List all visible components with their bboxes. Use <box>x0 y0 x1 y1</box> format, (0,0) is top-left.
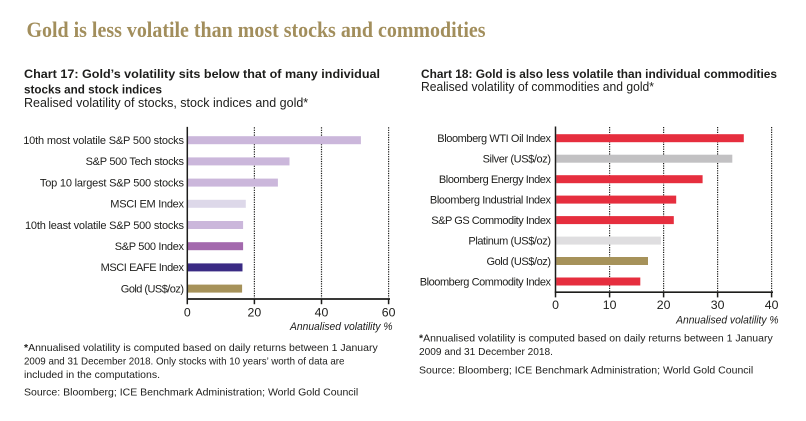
svg-text:MSCI EM Index: MSCI EM Index <box>110 199 184 211</box>
svg-text:2009 and 31 December 2018.: 2009 and 31 December 2018. <box>419 346 553 358</box>
svg-text:0: 0 <box>184 305 191 319</box>
svg-text:40: 40 <box>315 305 329 319</box>
svg-text:30: 30 <box>711 298 725 312</box>
svg-text:60: 60 <box>382 305 396 319</box>
svg-text:Silver (US$/oz): Silver (US$/oz) <box>483 154 551 166</box>
svg-text:included in the computations.: included in the computations. <box>24 369 160 381</box>
svg-text:S&P GS Commodity Index: S&P GS Commodity Index <box>431 215 551 227</box>
svg-text:MSCI EAFE Index: MSCI EAFE Index <box>101 262 185 274</box>
svg-text:Bloomberg WTI Oil Index: Bloomberg WTI Oil Index <box>437 133 551 145</box>
svg-text:Gold is less volatile than mos: Gold is less volatile than most stocks a… <box>27 17 486 42</box>
svg-text:*Annualised volatility is comp: *Annualised volatility is computed based… <box>419 333 773 345</box>
svg-text:S&P 500 Index: S&P 500 Index <box>115 241 185 253</box>
svg-text:stocks and stock indices: stocks and stock indices <box>24 82 162 96</box>
svg-text:0: 0 <box>552 298 559 312</box>
svg-text:S&P 500 Tech stocks: S&P 500 Tech stocks <box>86 156 185 168</box>
svg-text:Platinum (US$/oz): Platinum (US$/oz) <box>468 235 551 247</box>
svg-text:Gold (US$/oz): Gold (US$/oz) <box>487 256 552 268</box>
svg-text:Bloomberg Commodity Index: Bloomberg Commodity Index <box>420 276 552 288</box>
svg-text:*Annualised volatility is comp: *Annualised volatility is computed based… <box>24 342 378 354</box>
svg-text:Chart 17: Gold’s volatility si: Chart 17: Gold’s volatility sits below t… <box>24 67 380 81</box>
svg-text:20: 20 <box>657 298 671 312</box>
svg-text:Realised volatility of commodi: Realised volatility of commodities and g… <box>421 80 654 94</box>
svg-text:10: 10 <box>603 298 617 312</box>
svg-text:Annualised volatility %: Annualised volatility % <box>675 315 778 327</box>
svg-text:Gold (US$/oz): Gold (US$/oz) <box>121 283 184 295</box>
svg-text:Source: Bloomberg; ICE Benchma: Source: Bloomberg; ICE Benchmark Adminis… <box>419 364 753 376</box>
svg-text:Top 10 largest S&P 500 stocks: Top 10 largest S&P 500 stocks <box>40 177 185 189</box>
svg-text:Source: Bloomberg; ICE Benchma: Source: Bloomberg; ICE Benchmark Adminis… <box>24 386 358 398</box>
svg-text:2009 and 31 December 2018. Onl: 2009 and 31 December 2018. Only stocks w… <box>24 356 345 368</box>
svg-text:Realised volatility of stocks,: Realised volatility of stocks, stock ind… <box>24 96 308 110</box>
svg-text:Annualised volatility %: Annualised volatility % <box>289 321 392 333</box>
svg-text:40: 40 <box>765 298 779 312</box>
svg-text:Chart 18: Gold is also less vo: Chart 18: Gold is also less volatile tha… <box>421 67 777 81</box>
svg-text:10th least volatile S&P 500 st: 10th least volatile S&P 500 stocks <box>25 220 185 232</box>
svg-text:Bloomberg Industrial Index: Bloomberg Industrial Index <box>430 194 552 206</box>
svg-text:10th most volatile S&P 500 sto: 10th most volatile S&P 500 stocks <box>23 135 184 147</box>
svg-text:20: 20 <box>248 305 262 319</box>
svg-text:Bloomberg Energy Index: Bloomberg Energy Index <box>439 174 552 186</box>
